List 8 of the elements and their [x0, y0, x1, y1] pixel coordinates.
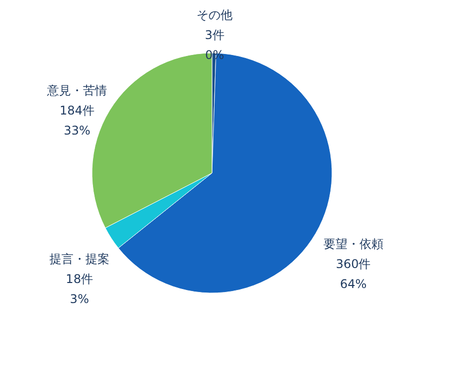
slice-label: 要望・依頼 [323, 236, 384, 251]
slice-label: 提言・提案 [49, 252, 110, 266]
data-label: 360件 64% [336, 256, 371, 291]
data-label: 3件 0% [204, 28, 224, 62]
data-label: 18件 3% [66, 272, 94, 306]
slice-label: その他 [196, 8, 233, 22]
data-label: 184件 33% [60, 104, 95, 138]
slice-label: 意見・苦情 [46, 84, 108, 98]
